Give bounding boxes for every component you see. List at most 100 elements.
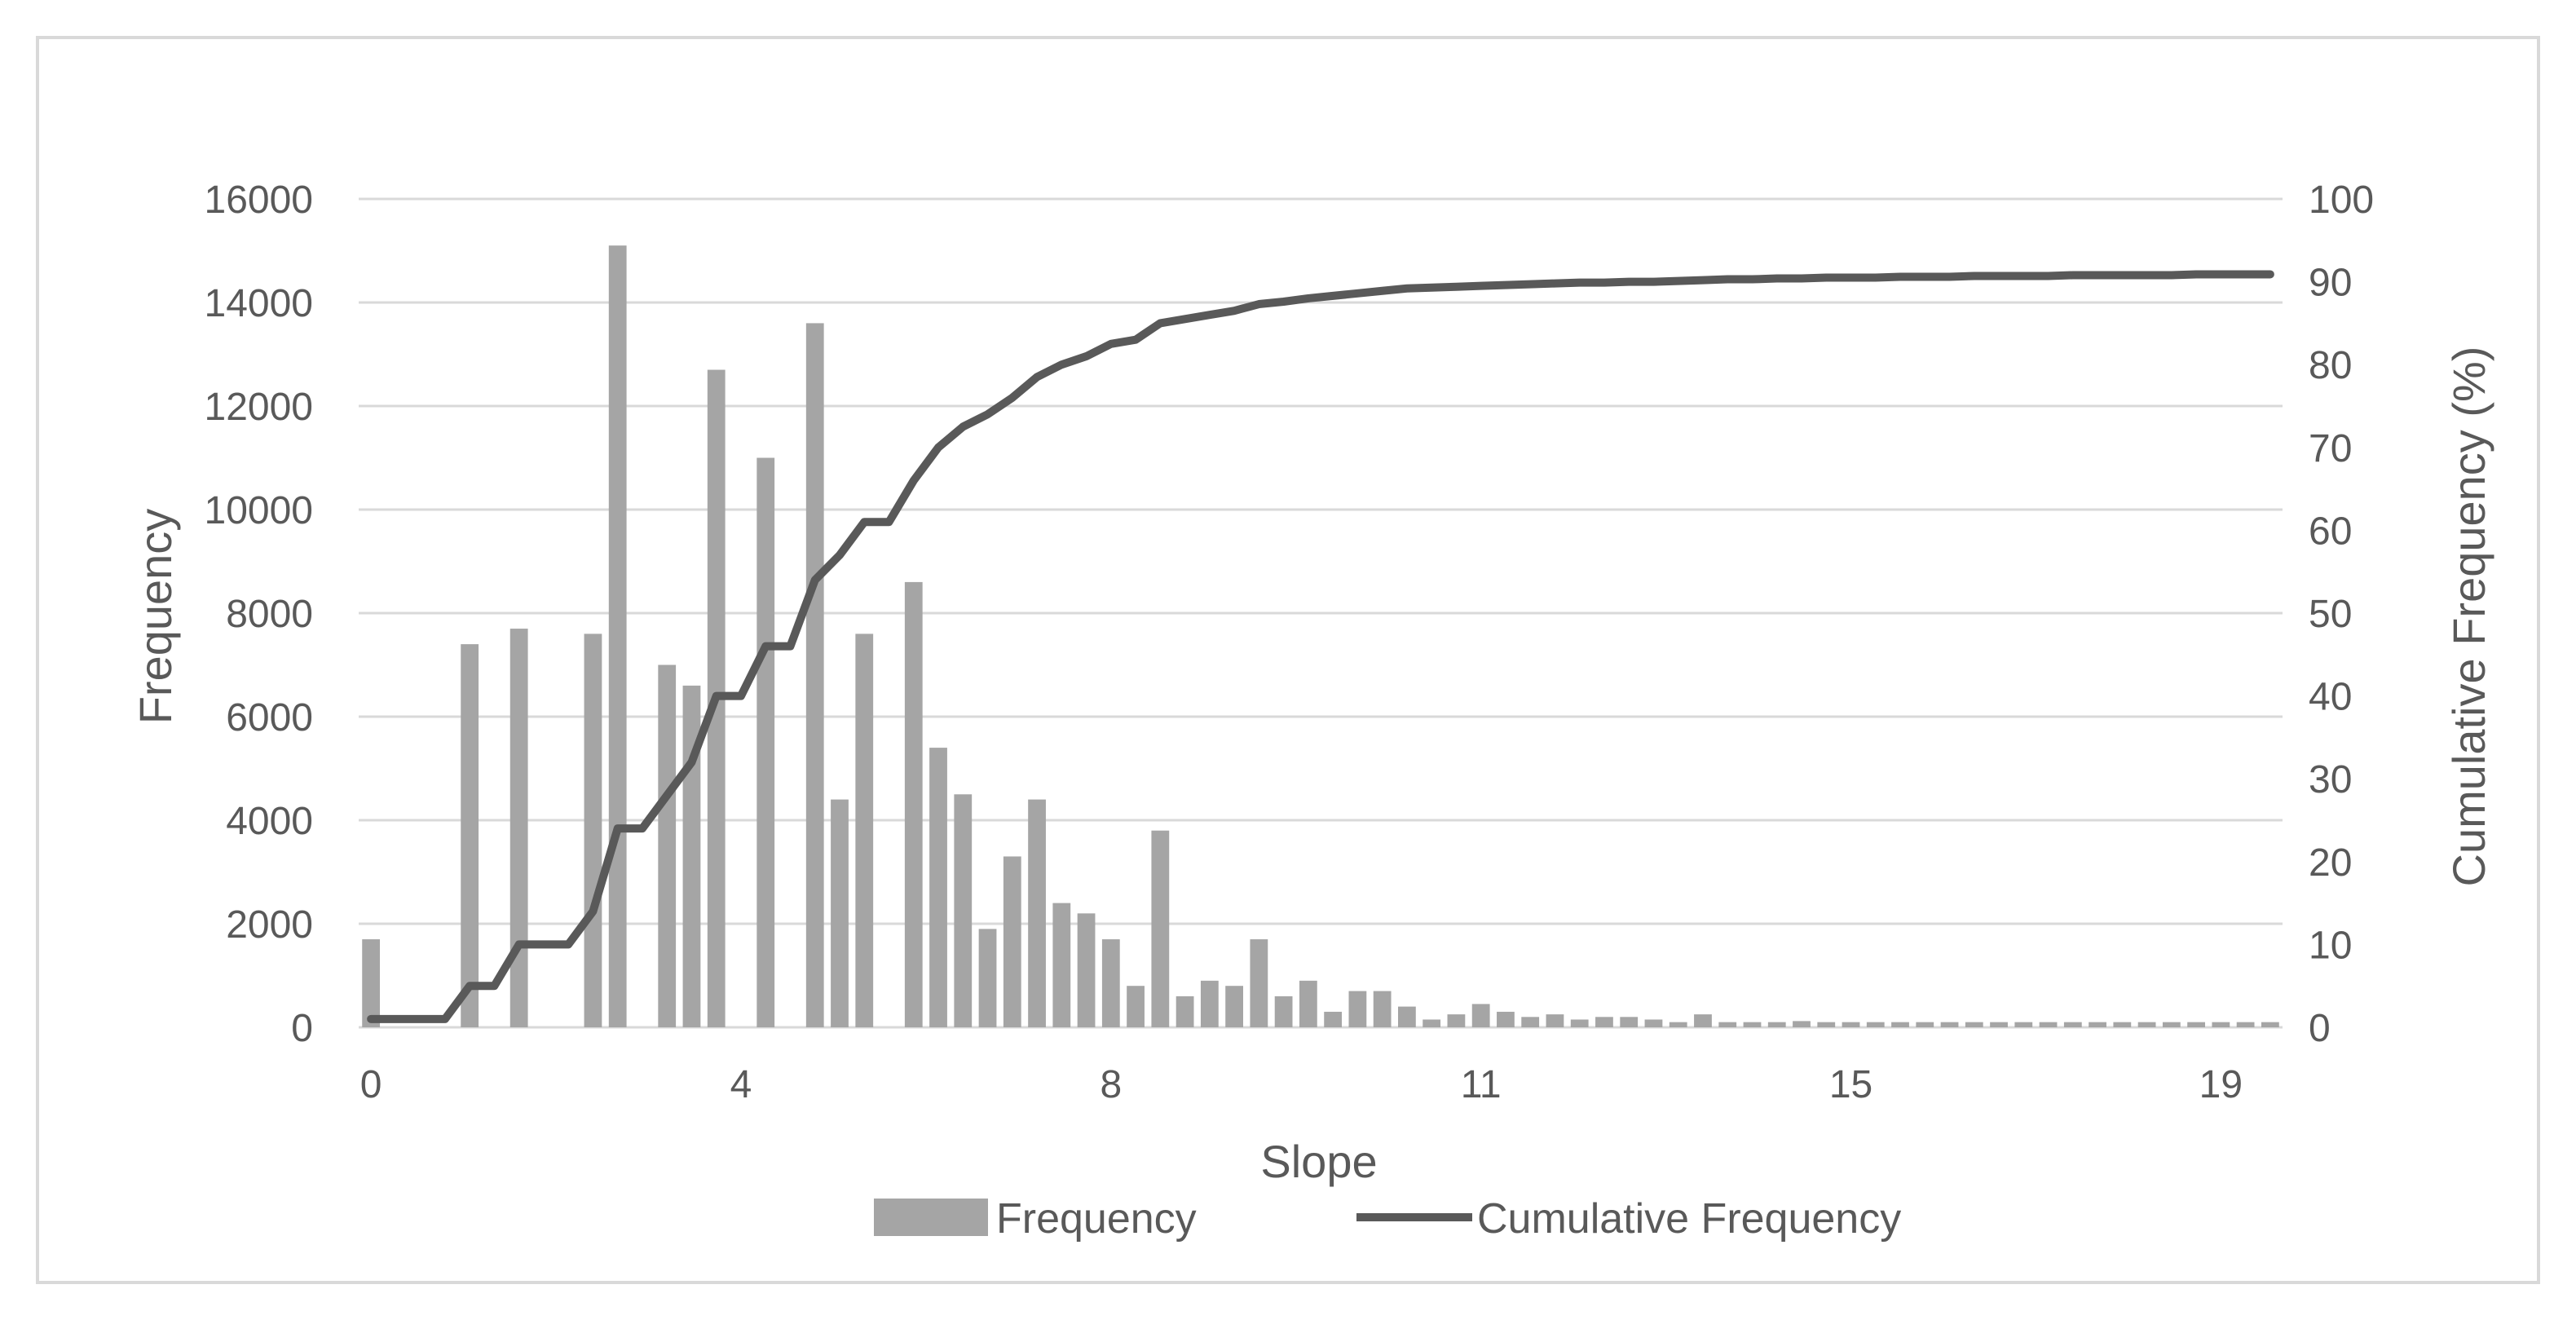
cumulative-frequency-line [367,270,2274,1023]
y-axis-title: Frequency [130,509,181,725]
y2-tick-label: 80 [2309,344,2352,387]
frequency-bar [1669,1022,1687,1027]
frequency-bar [1200,980,1219,1027]
frequency-bar [1767,1022,1786,1027]
y2-axis-title: Cumulative Frequency (%) [2443,347,2494,887]
frequency-bar [1423,1019,1441,1027]
frequency-bar [978,929,997,1027]
legend-frequency-swatch [874,1199,988,1236]
frequency-bar [1151,830,1170,1027]
frequency-bar [2162,1022,2181,1027]
frequency-bar [1521,1017,1540,1027]
x-axis-ticks: 0 4 8 11 15 19 [360,1063,2243,1106]
frequency-bar [855,634,874,1027]
y2-tick-label: 10 [2309,924,2352,967]
y2-tick-label: 50 [2309,593,2352,636]
frequency-bar [1028,799,1046,1027]
frequency-bar [608,245,627,1027]
cumulative-line-layer [367,270,2274,1023]
frequency-bar [1965,1022,1983,1027]
frequency-bar [1471,1004,1490,1027]
frequency-bar [1644,1019,1663,1027]
frequency-bar [509,629,528,1027]
frequency-bar [1497,1011,1515,1027]
frequency-bar [362,939,381,1027]
legend: Frequency Cumulative Frequency [874,1195,1901,1243]
frequency-bar [1127,986,1145,1027]
y-tick-label: 10000 [205,489,313,532]
x-axis-title: Slope [1260,1136,1377,1187]
frequency-bar [929,748,947,1027]
frequency-bar [2089,1022,2106,1027]
frequency-bar [2187,1022,2205,1027]
y-tick-label: 14000 [205,282,313,325]
frequency-bar [1546,1014,1564,1027]
chart-frame [36,36,2540,1284]
y-tick-label: 8000 [226,593,313,636]
y2-tick-label: 90 [2309,262,2352,305]
y2-tick-label: 100 [2309,179,2374,222]
frequency-bar [1225,986,1243,1027]
y-tick-label: 6000 [226,696,313,739]
frequency-bar [1916,1022,1934,1027]
frequency-bar [1101,939,1120,1027]
frequency-bar [954,794,973,1027]
frequency-bar [1620,1017,1639,1027]
x-tick-label: 8 [1100,1063,1122,1106]
gridlines [359,197,2283,1029]
frequency-bar [1077,913,1096,1027]
frequency-bar [1299,980,1317,1027]
frequency-bar [2137,1022,2156,1027]
y2-tick-label: 40 [2309,676,2352,719]
frequency-bar [1743,1022,1762,1027]
frequency-bar [1817,1022,1836,1027]
frequency-bar [1447,1014,1466,1027]
frequency-bar [1003,856,1021,1027]
x-tick-label: 4 [730,1063,752,1106]
frequency-bar [1324,1011,1343,1027]
frequency-bar [1866,1022,1885,1027]
frequency-bar [1694,1014,1712,1027]
frequency-bar [1595,1017,1613,1027]
frequency-bar [1718,1022,1737,1027]
legend-cumulative-label: Cumulative Frequency [1477,1195,1901,1243]
frequency-bar [1274,996,1293,1027]
frequency-bar [805,323,824,1027]
x-tick-label: 19 [2199,1063,2243,1106]
y2-axis-ticks: 0 10 20 30 40 50 60 70 80 90 100 [2309,179,2374,1050]
y-tick-label: 16000 [205,179,313,222]
frequency-bar [1891,1022,1909,1027]
frequency-bar [584,634,602,1027]
frequency-bar [2039,1022,2058,1027]
y-tick-label: 0 [291,1007,313,1050]
frequency-bar [831,799,849,1027]
frequency-bar [1398,1006,1416,1027]
frequency-bar [2063,1022,2082,1027]
y2-tick-label: 60 [2309,510,2352,553]
frequency-bar [1793,1021,1811,1027]
frequency-bar [1348,991,1367,1027]
x-tick-label: 11 [1461,1063,1502,1106]
y2-tick-label: 20 [2309,841,2352,885]
frequency-bar [1373,991,1392,1027]
frequency-bar [2212,1022,2230,1027]
frequency-bar [1990,1022,2008,1027]
y-axis-ticks: 0 2000 4000 6000 8000 10000 12000 14000 16000 [205,179,313,1050]
y-tick-label: 2000 [226,903,313,947]
frequency-bar [2113,1022,2132,1027]
frequency-bar [1940,1022,1959,1027]
legend-frequency-label: Frequency [996,1195,1197,1243]
frequency-bar [1176,996,1194,1027]
frequency-bar [904,581,923,1027]
frequency-bar [2014,1022,2033,1027]
y-tick-label: 12000 [205,386,313,429]
frequency-bar [461,644,479,1027]
x-tick-label: 15 [1829,1063,1872,1106]
y2-tick-label: 70 [2309,427,2352,470]
y2-tick-label: 30 [2309,758,2352,801]
frequency-bar [1250,939,1268,1027]
frequency-bar [658,664,677,1027]
frequency-bar [1570,1019,1589,1027]
frequency-bar [2236,1022,2255,1027]
y-tick-label: 4000 [226,800,313,843]
